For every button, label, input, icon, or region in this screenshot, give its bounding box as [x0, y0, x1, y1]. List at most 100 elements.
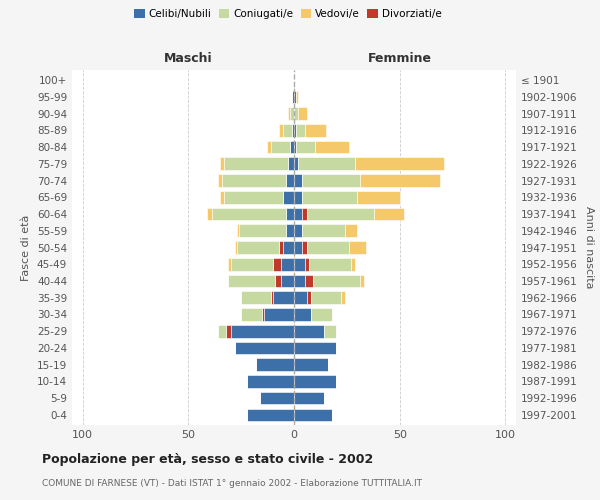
- Bar: [237, 224, 239, 237]
- Bar: [294, 375, 336, 388]
- Bar: [279, 241, 283, 254]
- Bar: [305, 124, 326, 136]
- Bar: [302, 174, 359, 187]
- Bar: [302, 208, 307, 220]
- Text: Popolazione per età, sesso e stato civile - 2002: Popolazione per età, sesso e stato civil…: [42, 452, 373, 466]
- Bar: [305, 274, 313, 287]
- Bar: [358, 191, 400, 203]
- Bar: [286, 174, 294, 187]
- Bar: [294, 274, 305, 287]
- Y-axis label: Fasce di età: Fasce di età: [22, 214, 31, 280]
- Bar: [273, 258, 281, 270]
- Bar: [309, 258, 351, 270]
- Bar: [294, 358, 328, 371]
- Bar: [260, 392, 294, 404]
- Bar: [229, 274, 275, 287]
- Bar: [302, 241, 307, 254]
- Bar: [351, 258, 355, 270]
- Bar: [294, 124, 296, 136]
- Bar: [208, 208, 212, 220]
- Bar: [294, 191, 302, 203]
- Text: COMUNE DI FARNESE (VT) - Dati ISTAT 1° gennaio 2002 - Elaborazione TUTTITALIA.IT: COMUNE DI FARNESE (VT) - Dati ISTAT 1° g…: [42, 479, 422, 488]
- Text: Femmine: Femmine: [368, 52, 432, 65]
- Bar: [341, 292, 345, 304]
- Bar: [218, 174, 222, 187]
- Bar: [359, 274, 364, 287]
- Bar: [349, 241, 366, 254]
- Bar: [283, 124, 292, 136]
- Bar: [294, 308, 311, 321]
- Bar: [294, 258, 305, 270]
- Bar: [294, 408, 332, 421]
- Bar: [256, 358, 294, 371]
- Bar: [237, 241, 279, 254]
- Bar: [271, 140, 290, 153]
- Bar: [241, 292, 271, 304]
- Bar: [296, 124, 305, 136]
- Bar: [294, 392, 323, 404]
- Bar: [275, 274, 281, 287]
- Legend: Celibi/Nubili, Coniugati/e, Vedovi/e, Divorziati/e: Celibi/Nubili, Coniugati/e, Vedovi/e, Di…: [130, 5, 446, 24]
- Bar: [294, 208, 302, 220]
- Bar: [294, 224, 302, 237]
- Bar: [307, 208, 374, 220]
- Bar: [307, 292, 311, 304]
- Bar: [290, 140, 294, 153]
- Bar: [241, 308, 262, 321]
- Bar: [283, 241, 294, 254]
- Bar: [323, 325, 336, 338]
- Bar: [271, 292, 273, 304]
- Bar: [224, 191, 283, 203]
- Bar: [287, 108, 290, 120]
- Bar: [262, 308, 265, 321]
- Bar: [296, 90, 298, 103]
- Bar: [212, 208, 286, 220]
- Bar: [305, 258, 309, 270]
- Bar: [355, 158, 444, 170]
- Bar: [247, 375, 294, 388]
- Bar: [247, 408, 294, 421]
- Bar: [224, 158, 287, 170]
- Bar: [222, 174, 286, 187]
- Bar: [298, 158, 355, 170]
- Y-axis label: Anni di nascita: Anni di nascita: [584, 206, 594, 289]
- Bar: [294, 90, 296, 103]
- Bar: [220, 158, 224, 170]
- Bar: [302, 191, 358, 203]
- Bar: [374, 208, 404, 220]
- Bar: [294, 292, 307, 304]
- Bar: [235, 342, 294, 354]
- Bar: [286, 208, 294, 220]
- Bar: [307, 241, 349, 254]
- Bar: [294, 241, 302, 254]
- Bar: [281, 258, 294, 270]
- Bar: [283, 191, 294, 203]
- Bar: [302, 224, 345, 237]
- Bar: [265, 308, 294, 321]
- Bar: [359, 174, 440, 187]
- Bar: [286, 224, 294, 237]
- Bar: [294, 108, 298, 120]
- Bar: [220, 191, 224, 203]
- Bar: [294, 325, 323, 338]
- Bar: [290, 108, 294, 120]
- Bar: [294, 342, 336, 354]
- Bar: [287, 158, 294, 170]
- Bar: [292, 90, 294, 103]
- Bar: [296, 140, 315, 153]
- Bar: [230, 325, 294, 338]
- Bar: [292, 124, 294, 136]
- Text: Maschi: Maschi: [164, 52, 212, 65]
- Bar: [311, 308, 332, 321]
- Bar: [235, 241, 237, 254]
- Bar: [230, 258, 273, 270]
- Bar: [294, 158, 298, 170]
- Bar: [298, 108, 307, 120]
- Bar: [239, 224, 286, 237]
- Bar: [266, 140, 271, 153]
- Bar: [311, 292, 341, 304]
- Bar: [229, 258, 230, 270]
- Bar: [281, 274, 294, 287]
- Bar: [294, 140, 296, 153]
- Bar: [315, 140, 349, 153]
